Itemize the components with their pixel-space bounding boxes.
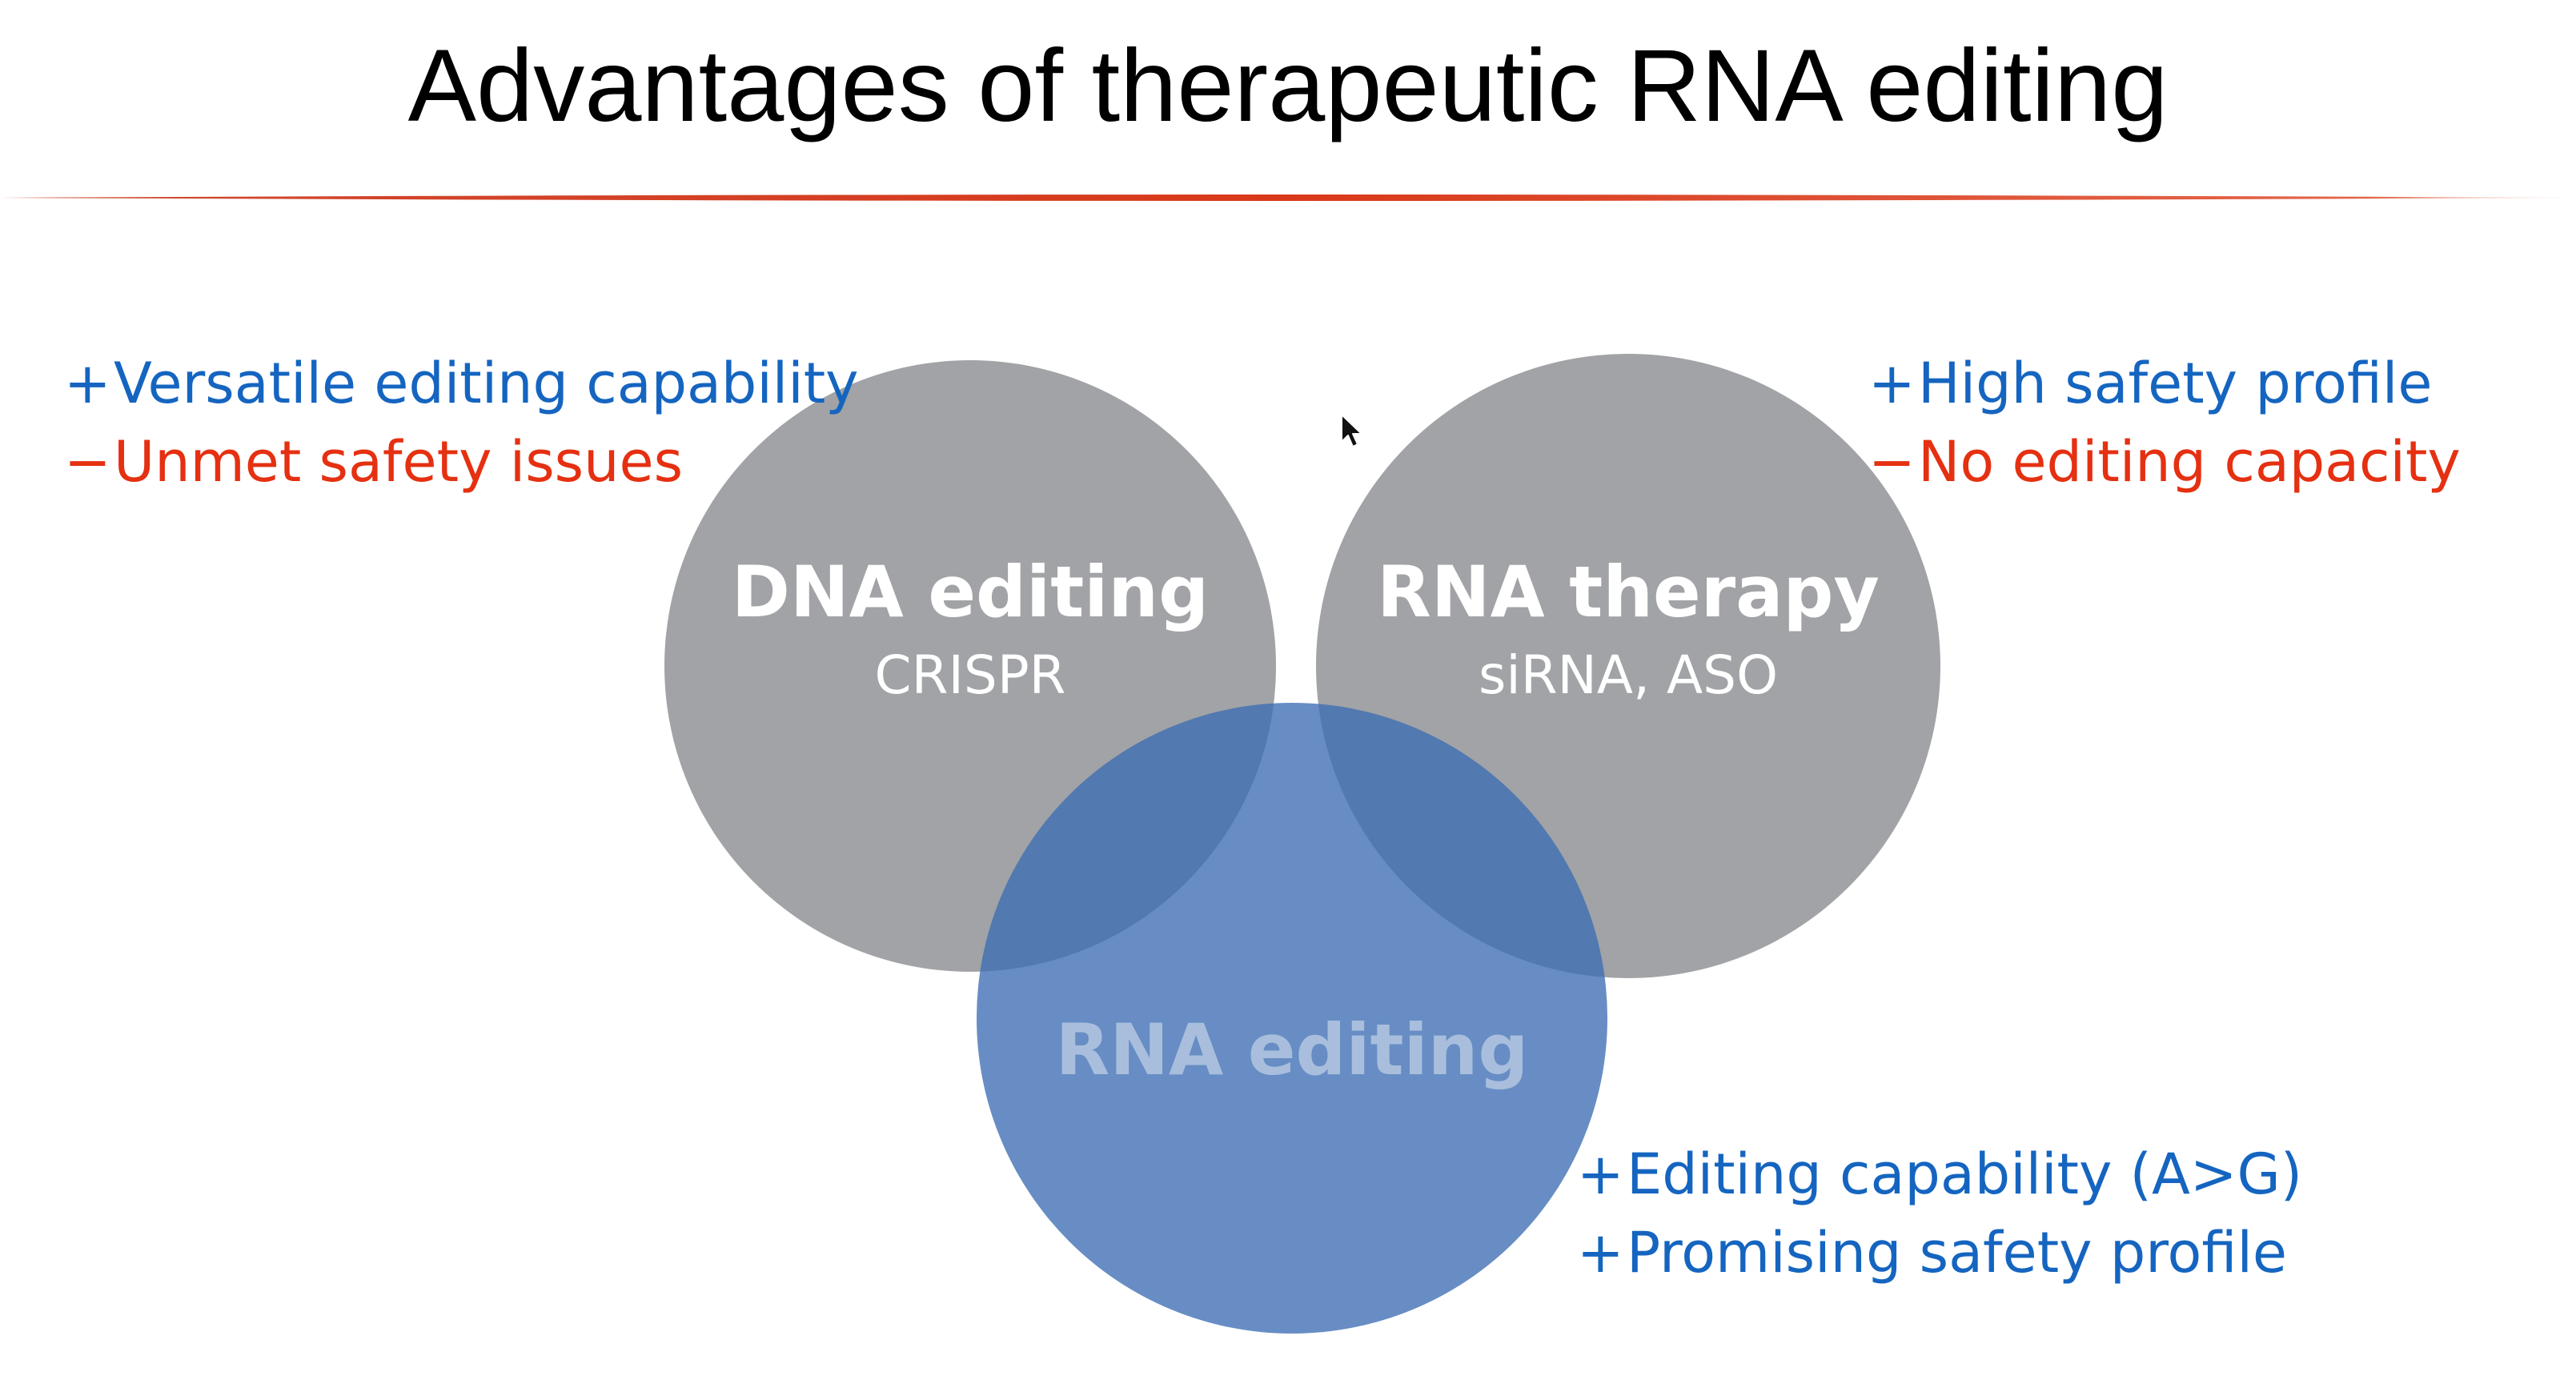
dna-editing-disadvantage-text: Unmet safety issues: [114, 429, 684, 495]
minus-sign: −: [1868, 429, 1916, 495]
plus-sign: +: [1868, 351, 1916, 416]
slide-title: Advantages of therapeutic RNA editing: [407, 29, 2169, 143]
rna-therapy-notes: +High safety profile −No editing capacit…: [1868, 344, 2461, 501]
dna-editing-title: DNA editing: [732, 551, 1209, 633]
plus-sign: +: [1577, 1141, 1624, 1207]
minus-sign: −: [64, 429, 111, 495]
dna-editing-disadvantage: −Unmet safety issues: [64, 423, 859, 501]
rna-therapy-advantage-text: High safety profile: [1918, 351, 2433, 416]
rna-editing-advantage-2-text: Promising safety profile: [1627, 1220, 2287, 1286]
dna-editing-advantage: +Versatile editing capability: [64, 344, 859, 423]
rna-editing-notes: +Editing capability (A>G) +Promising saf…: [1577, 1135, 2302, 1292]
rna-editing-advantage-1-text: Editing capability (A>G): [1627, 1141, 2303, 1207]
rna-therapy-title: RNA therapy: [1377, 551, 1880, 633]
rna-editing-advantage-2: +Promising safety profile: [1577, 1213, 2302, 1292]
rna-editing-title: RNA editing: [1056, 1009, 1529, 1091]
plus-sign: +: [1577, 1220, 1624, 1286]
rna-editing-advantage-1: +Editing capability (A>G): [1577, 1135, 2302, 1213]
circle-rna-editing: [977, 703, 1607, 1334]
dna-editing-subtitle: CRISPR: [875, 644, 1066, 706]
rna-therapy-subtitle: siRNA, ASO: [1479, 644, 1778, 706]
dna-editing-advantage-text: Versatile editing capability: [114, 351, 859, 416]
rna-therapy-advantage: +High safety profile: [1868, 344, 2461, 423]
plus-sign: +: [64, 351, 111, 416]
rna-therapy-disadvantage-text: No editing capacity: [1918, 429, 2461, 495]
rna-therapy-disadvantage: −No editing capacity: [1868, 423, 2461, 501]
title-underline: [0, 195, 2576, 201]
dna-editing-notes: +Versatile editing capability −Unmet saf…: [64, 344, 859, 501]
mouse-cursor-icon: [1341, 414, 1362, 447]
